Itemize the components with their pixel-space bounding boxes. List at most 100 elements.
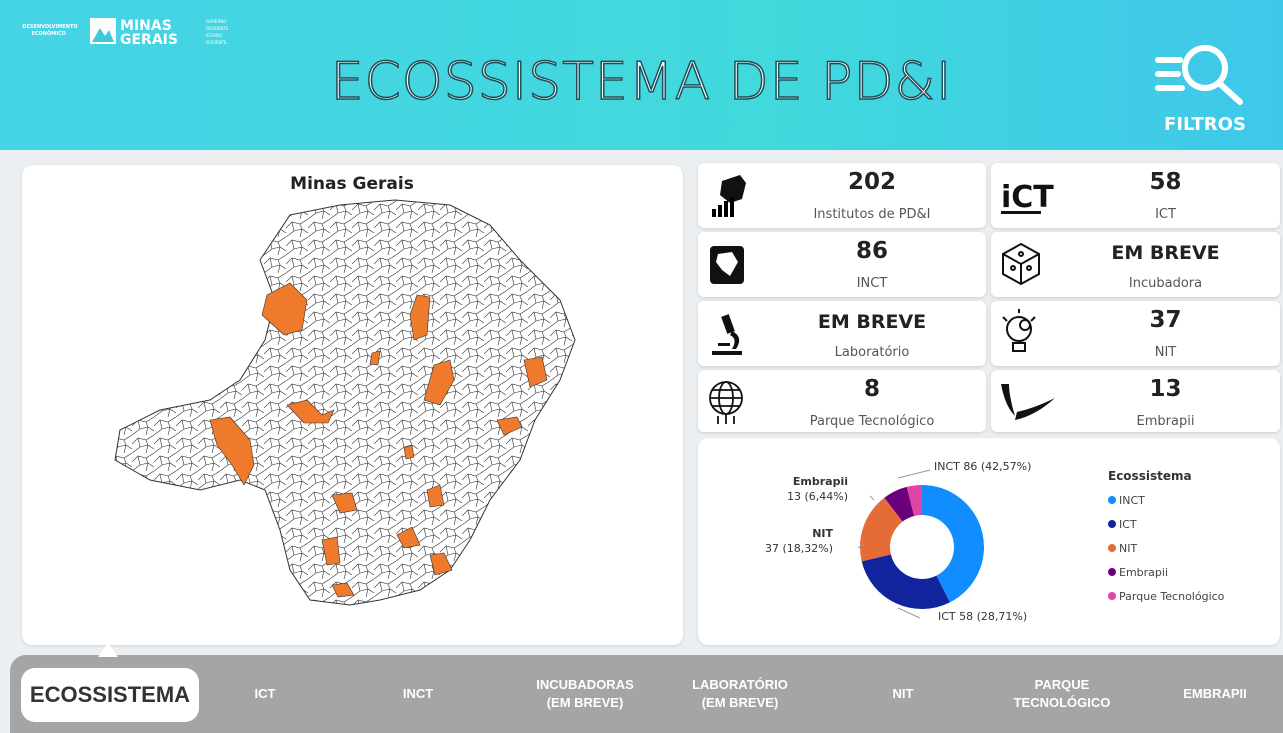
kpi-card: EM BREVE Incubadora	[991, 232, 1280, 297]
nav-item[interactable]: NIT	[893, 655, 914, 733]
legend-entry: INCT	[1119, 494, 1145, 507]
kpi-card: iCT 58 ICT	[991, 163, 1280, 228]
kpi-label: ICT	[1155, 207, 1176, 222]
kpi-value: 86	[855, 238, 888, 264]
nav-item[interactable]: ICT	[255, 655, 276, 733]
logo-text: GOVERNO	[206, 19, 226, 24]
nav-item[interactable]: INCT	[403, 655, 433, 733]
legend-swatch	[1108, 568, 1116, 576]
kpi-icon: iCT	[1001, 180, 1054, 215]
data-label: ICT 58 (28,71%)	[938, 610, 1027, 623]
nav-item-text: NIT	[892, 686, 914, 701]
nav-item[interactable]: INCUBADORAS (EM BREVE)	[536, 655, 634, 733]
highlighted-areas	[209, 282, 548, 598]
data-label: Embrapii	[793, 475, 848, 488]
kpi-value: EM BREVE	[1111, 242, 1220, 264]
nav-item[interactable]: EMBRAPII	[1183, 655, 1247, 733]
municipalities	[115, 200, 575, 605]
kpi-icon	[1002, 309, 1036, 352]
data-label: INCT 86 (42,57%)	[934, 460, 1031, 473]
legend-entry: Parque Tecnológico	[1119, 590, 1225, 603]
filter-label: FILTROS	[1164, 114, 1246, 135]
kpi-value: 13	[1149, 376, 1182, 402]
kpi-icon	[1002, 242, 1040, 286]
kpi-value: EM BREVE	[817, 311, 927, 333]
filter-button[interactable]: FILTROS	[1150, 40, 1260, 135]
nav-item[interactable]: PARQUE TECNOLÓGICO	[1014, 655, 1111, 733]
navigation-bar: ECOSSISTEMA ICT INCT INCUBADORAS (EM BREVE) L…	[10, 643, 1283, 733]
leader-line	[857, 543, 865, 549]
kpi-card: 37 NIT	[991, 301, 1280, 366]
legend-swatch	[1108, 544, 1116, 552]
kpi-value: 58	[1149, 169, 1182, 195]
legend-entry: NIT	[1119, 542, 1137, 555]
kpi-icon	[710, 246, 744, 284]
kpi-card: EM BREVE Laboratório	[698, 301, 986, 366]
nav-item[interactable]: ECOSSISTEMA	[21, 668, 199, 722]
nav-item-text: LABORATÓRIO	[692, 677, 788, 692]
leader-line	[897, 607, 921, 619]
nav-item-text: PARQUE	[1034, 677, 1090, 692]
kpi-label: Institutos de PD&I	[813, 207, 931, 222]
kpi-card: 8 Parque Tecnológico	[698, 370, 986, 432]
kpi-icon	[709, 381, 743, 424]
map: Minas Gerais	[114, 174, 576, 606]
svg-text:iCT: iCT	[1001, 180, 1054, 215]
nav-item-text: (EM BREVE)	[701, 695, 779, 710]
logo-text: ECONÔMICO	[31, 30, 66, 37]
kpi-icon	[1001, 384, 1055, 420]
kpi-value: 8	[863, 376, 880, 402]
legend-entry: ICT	[1119, 518, 1137, 531]
donut-slice	[906, 485, 922, 516]
nav-item-text: INCT	[402, 686, 434, 701]
data-label: 37 (18,32%)	[765, 542, 833, 555]
nav-item-text: TECNOLÓGICO	[1013, 695, 1111, 710]
logo-text: MINAS	[120, 18, 172, 34]
donut-slice	[922, 485, 984, 603]
logo-text: DESENVOLVIMENTO	[22, 24, 77, 30]
kpi-card: 202 Institutos de PD&I	[698, 163, 986, 228]
nav-item-text: (EM BREVE)	[546, 695, 624, 710]
donut-slice	[861, 554, 950, 609]
kpi-label: Embrapii	[1136, 414, 1195, 429]
logo-text: GERAIS	[120, 32, 178, 48]
leader-line	[869, 495, 875, 501]
legend-swatch	[1108, 592, 1116, 600]
kpi-label: Incubadora	[1128, 276, 1203, 291]
header: DESENVOLVIMENTO ECONÔMICO MINAS GERAIS G…	[0, 0, 1283, 150]
data-label: 13 (6,44%)	[787, 490, 848, 503]
donut-panel: Ecossistema INCT 86 (42,57%) INCT ICT 58 (…	[698, 438, 1280, 645]
nav-item-text: INCUBADORAS	[536, 677, 634, 692]
legend-title: Ecossistema	[1108, 469, 1192, 483]
logo-text: EFICIENTE.	[206, 40, 228, 45]
map-title: Minas Gerais	[290, 174, 414, 194]
page-title: ECOSSISTEMA DE PD&I	[330, 51, 953, 113]
kpi-value: 37	[1149, 307, 1182, 333]
nav-item-text: EMBRAPII	[1183, 686, 1247, 701]
logo-mark	[92, 28, 114, 42]
kpi-icon	[712, 175, 746, 217]
kpi-card: 13 Embrapii	[991, 370, 1280, 432]
nav-item-text: ICT	[254, 686, 276, 701]
active-pointer	[98, 643, 118, 657]
leader-line	[897, 469, 931, 479]
logo-text: DIFERENTE.	[206, 26, 230, 31]
kpi-label: Parque Tecnológico	[809, 414, 935, 429]
kpi-icon	[712, 314, 742, 355]
kpi-card: 86 INCT	[698, 232, 986, 297]
kpi-label: Laboratório	[834, 345, 910, 360]
nav-item-text: ECOSSISTEMA	[29, 682, 191, 707]
legend-entry: Embrapii	[1119, 566, 1168, 579]
kpi-value: 202	[847, 169, 896, 195]
logo-text: ESTADO	[206, 33, 222, 38]
donut-slice	[860, 497, 903, 562]
data-label: NIT	[812, 527, 833, 540]
map-panel: Minas Gerais	[22, 165, 683, 645]
donut-slice	[884, 486, 915, 522]
donut-chart: Ecossistema INCT 86 (42,57%) INCT ICT 58 (…	[765, 460, 1225, 623]
legend-swatch	[1108, 496, 1116, 504]
nav-item[interactable]: LABORATÓRIO (EM BREVE)	[692, 655, 788, 733]
logo: DESENVOLVIMENTO ECONÔMICO MINAS GERAIS G…	[22, 18, 230, 48]
kpi-label: INCT	[856, 276, 888, 291]
